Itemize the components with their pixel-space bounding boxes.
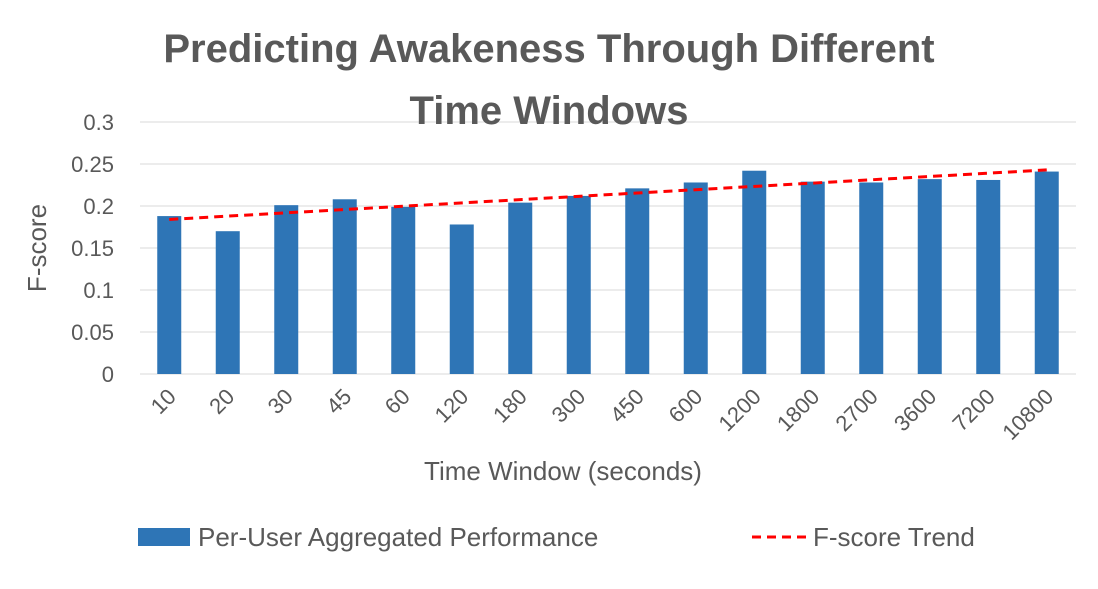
bar xyxy=(566,195,591,374)
x-tick-label: 600 xyxy=(664,384,708,428)
x-tick-label: 60 xyxy=(380,384,415,419)
bar xyxy=(859,182,884,374)
x-tick-label: 7200 xyxy=(947,384,999,436)
x-tick-label: 300 xyxy=(547,384,591,428)
y-tick-label: 0.3 xyxy=(83,110,114,135)
bar xyxy=(742,170,767,374)
x-tick-label: 1200 xyxy=(713,384,765,436)
legend-label-bars: Per-User Aggregated Performance xyxy=(198,522,598,552)
y-tick-labels: 0 0.05 0.1 0.15 0.2 0.25 0.3 xyxy=(71,110,114,387)
y-tick-label: 0.05 xyxy=(71,320,114,345)
x-tick-label: 20 xyxy=(204,384,239,419)
y-tick-label: 0.1 xyxy=(83,278,114,303)
bar xyxy=(157,216,182,374)
bar xyxy=(800,181,825,374)
chart-title-line-1: Predicting Awakeness Through Different xyxy=(163,27,934,71)
chart-title-line-2: Time Windows xyxy=(410,89,689,133)
y-tick-label: 0 xyxy=(102,362,114,387)
bar xyxy=(976,179,1001,374)
legend: Per-User Aggregated Performance F-score … xyxy=(138,522,975,552)
legend-swatch-bars xyxy=(138,528,190,546)
trend-line xyxy=(169,168,1047,221)
bar xyxy=(274,205,299,374)
y-tick-label: 0.2 xyxy=(83,194,114,219)
y-tick-label: 0.25 xyxy=(71,152,114,177)
x-tick-label: 3600 xyxy=(889,384,941,436)
x-tick-label: 450 xyxy=(605,384,649,428)
bar xyxy=(625,188,650,374)
x-tick-label: 10800 xyxy=(997,384,1058,445)
y-axis-label: F-score xyxy=(22,204,52,292)
bar xyxy=(215,231,240,374)
y-tick-label: 0.15 xyxy=(71,236,114,261)
x-tick-label: 120 xyxy=(430,384,474,428)
legend-label-trend: F-score Trend xyxy=(813,522,975,552)
x-tick-label: 10 xyxy=(146,384,181,419)
bar xyxy=(508,202,533,374)
x-axis-label: Time Window (seconds) xyxy=(424,456,702,486)
x-tick-labels: 10 20 30 45 60 120 180 300 450 600 1200 1800 2700 360… xyxy=(146,384,1058,445)
x-tick-label: 2700 xyxy=(830,384,882,436)
bar xyxy=(683,182,708,374)
bar xyxy=(1034,171,1059,374)
bar xyxy=(917,179,942,374)
x-tick-label: 45 xyxy=(321,384,356,419)
x-tick-label: 30 xyxy=(263,384,298,419)
bar xyxy=(449,224,474,374)
bars xyxy=(157,170,1059,374)
bar xyxy=(332,199,357,374)
x-tick-label: 1800 xyxy=(772,384,824,436)
bar xyxy=(391,206,416,374)
trendline-layer xyxy=(169,168,1047,221)
x-tick-label: 180 xyxy=(488,384,532,428)
